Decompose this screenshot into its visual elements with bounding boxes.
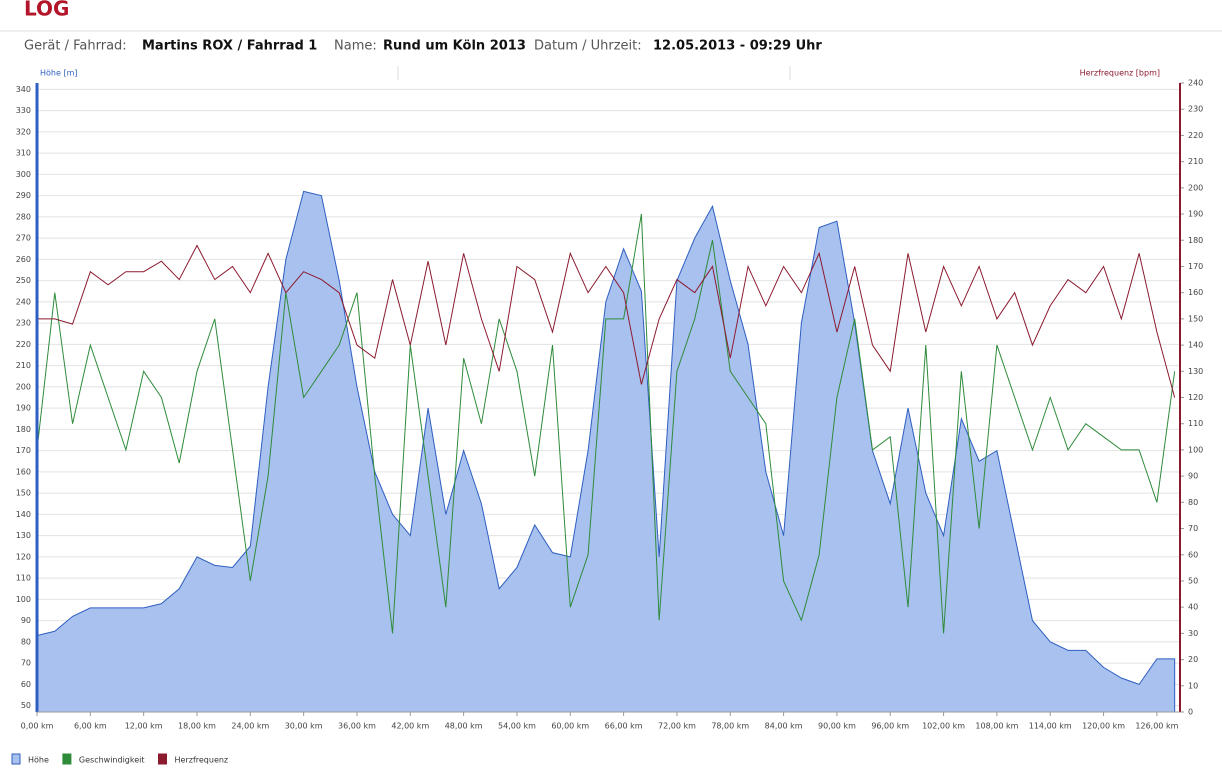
y-tick-label: 330 [16,106,31,115]
x-tick-label: 36,00 km [338,722,376,731]
y2-tick-label: 60 [1188,550,1198,559]
y-tick-label: 70 [21,659,31,668]
y-tick-label: 280 [16,212,31,221]
y2-tick-label: 170 [1188,262,1203,271]
y2-tick-label: 180 [1188,236,1203,245]
legend-swatch [11,753,21,765]
x-tick-label: 126,00 km [1135,722,1178,731]
x-tick-label: 102,00 km [922,722,965,731]
y-tick-label: 290 [16,191,31,200]
y2-tick-label: 0 [1188,708,1193,717]
y2-tick-label: 230 [1188,105,1203,114]
y-tick-label: 180 [16,425,31,434]
y2-tick-label: 100 [1188,445,1203,454]
x-tick-label: 84,00 km [765,722,803,731]
y-tick-label: 240 [16,297,31,306]
y2-tick-label: 190 [1188,210,1203,219]
y2-tick-label: 120 [1188,393,1203,402]
x-tick-label: 48,00 km [445,722,483,731]
y2-tick-label: 130 [1188,367,1203,376]
y-tick-label: 80 [21,637,31,646]
x-tick-label: 60,00 km [551,722,589,731]
y-tick-label: 340 [16,85,31,94]
y-tick-label: 230 [16,319,31,328]
y-tick-label: 200 [16,382,31,391]
series-line [36,213,1176,634]
x-tick-label: 72,00 km [658,722,696,731]
x-tick-label: 114,00 km [1029,722,1072,731]
y-tick-label: 100 [16,595,31,604]
x-tick-label: 42,00 km [391,722,429,731]
y2-tick-label: 50 [1188,576,1198,585]
x-tick-label: 120,00 km [1082,722,1125,731]
y-tick-label: 90 [21,616,31,625]
y2-tick-label: 140 [1188,341,1203,350]
y-tick-label: 140 [16,510,31,519]
legend-swatch [62,753,72,765]
y2-tick-label: 30 [1188,629,1198,638]
y-tick-label: 320 [16,127,31,136]
x-tick-label: 12,00 km [125,722,163,731]
y-tick-label: 120 [16,552,31,561]
name: Rund um Köln 2013 [383,39,526,54]
date-label: Datum / Uhrzeit: [534,39,642,54]
x-tick-label: 66,00 km [605,722,643,731]
y-axis-title: Höhe [m] [40,69,77,78]
series-line [37,244,1176,398]
y-tick-label: 300 [16,170,31,179]
y2-tick-label: 210 [1188,157,1203,166]
x-tick-label: 90,00 km [818,722,856,731]
x-tick-label: 96,00 km [871,722,909,731]
device: Martins ROX / Fahrrad 1 [142,39,317,54]
x-tick-label: 108,00 km [975,722,1018,731]
y-tick-label: 250 [16,276,31,285]
y2-tick-label: 40 [1188,603,1198,612]
y2-tick-label: 80 [1188,498,1198,507]
y2-tick-label: 200 [1188,183,1203,192]
y-tick-label: 190 [16,404,31,413]
y-tick-label: 60 [21,680,31,689]
y2-tick-label: 240 [1188,79,1203,88]
x-tick-label: 54,00 km [498,722,536,731]
y2-axis-title: Herzfrequenz [bpm] [1080,69,1160,78]
y2-tick-label: 110 [1188,419,1203,428]
y-tick-label: 220 [16,340,31,349]
x-tick-label: 30,00 km [285,722,323,731]
y2-tick-label: 10 [1188,681,1198,690]
y-tick-label: 270 [16,234,31,243]
y-tick-label: 130 [16,531,31,540]
page-title: LOG [24,0,69,21]
legend-label: Geschwindigkeit [79,756,145,765]
x-tick-label: 18,00 km [178,722,216,731]
x-tick-label: 0,00 km [21,722,54,731]
legend-label: Höhe [28,756,49,765]
x-tick-label: 78,00 km [711,722,749,731]
y2-tick-label: 70 [1188,524,1198,533]
name-label: Name: [334,39,377,54]
y-tick-label: 210 [16,361,31,370]
y-tick-label: 310 [16,149,31,158]
y-tick-label: 150 [16,489,31,498]
legend-label: Herzfrequenz [175,756,229,765]
y-tick-label: 50 [21,701,31,710]
y2-tick-label: 90 [1188,472,1198,481]
y-tick-label: 170 [16,446,31,455]
x-tick-label: 24,00 km [231,722,269,731]
y2-tick-label: 160 [1188,288,1203,297]
y2-tick-label: 150 [1188,314,1203,323]
y-tick-label: 160 [16,467,31,476]
y2-tick-label: 220 [1188,131,1203,140]
device-label: Gerät / Fahrrad: [24,39,127,54]
y-tick-label: 110 [16,574,31,583]
date: 12.05.2013 - 09:29 Uhr [653,39,822,54]
elevation-area [36,190,1176,713]
x-tick-label: 6,00 km [74,722,107,731]
y2-tick-label: 20 [1188,655,1198,664]
y-tick-label: 260 [16,255,31,264]
legend-swatch [158,753,168,765]
